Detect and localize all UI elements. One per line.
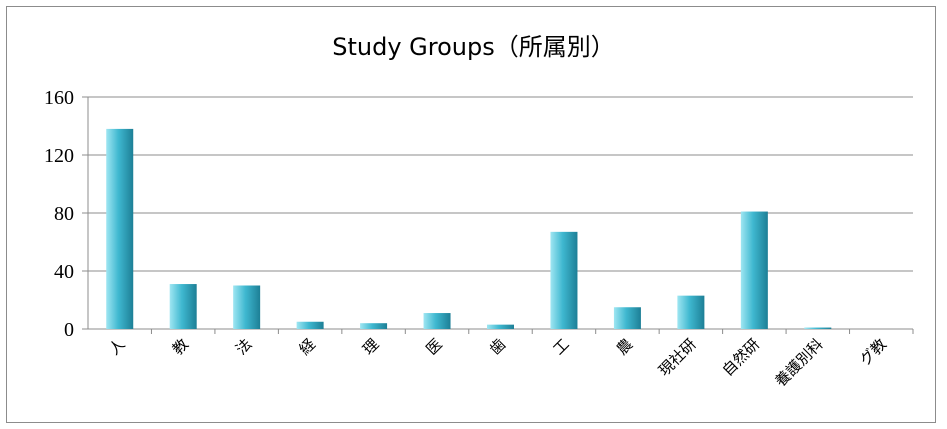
- x-axis-labels: 人 教 法 経 理 医 歯 工 農現社研 自然研 養護別科 グ教: [105, 335, 890, 390]
- bar: [487, 324, 514, 329]
- chart-frame: [6, 6, 936, 423]
- x-tick-label: 法: [232, 335, 255, 358]
- chart-title: Study Groups（所属別）: [332, 33, 615, 61]
- x-tick-label: 現社研: [655, 335, 700, 380]
- y-tick-label: 120: [44, 145, 74, 167]
- bar: [233, 285, 261, 329]
- bar: [296, 321, 324, 329]
- x-tick-label: 教: [169, 335, 192, 358]
- bar: [613, 307, 641, 329]
- bar: [169, 284, 197, 329]
- x-tick-label: 農: [613, 335, 636, 358]
- x-tick-label: 自然研: [719, 335, 764, 380]
- x-tick-label: グ教: [856, 335, 890, 369]
- bar: [677, 295, 705, 329]
- y-tick-label: 0: [64, 319, 74, 341]
- bar: [804, 327, 832, 329]
- bar: [740, 211, 768, 329]
- bar: [423, 313, 451, 329]
- y-tick-label: 80: [54, 203, 74, 225]
- x-tick-label: 工: [549, 335, 572, 358]
- x-tick-label: 医: [423, 335, 446, 358]
- gridlines: [82, 96, 914, 334]
- x-tick-label: 養護別科: [771, 335, 826, 390]
- bars: [106, 128, 832, 329]
- x-tick-label: 歯: [486, 335, 509, 358]
- bar: [550, 231, 578, 329]
- x-tick-label: 人: [105, 335, 128, 358]
- x-tick-label: 理: [359, 335, 382, 358]
- y-axis-ticks: 0 40 80 120 160: [44, 87, 74, 341]
- y-tick-label: 160: [44, 87, 74, 109]
- bar: [360, 323, 388, 329]
- x-tick-label: 経: [296, 335, 319, 358]
- bar: [106, 128, 134, 329]
- y-tick-label: 40: [54, 261, 74, 283]
